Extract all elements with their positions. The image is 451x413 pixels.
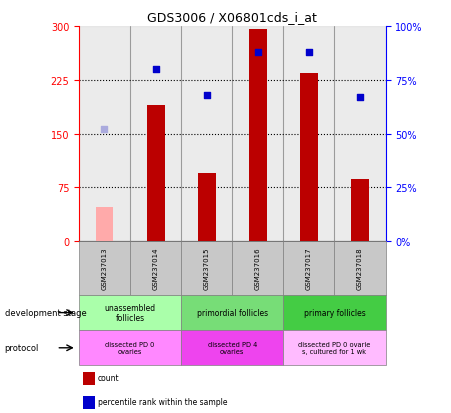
Text: GSM237014: GSM237014 [152,247,159,290]
Text: GSM237018: GSM237018 [357,247,363,290]
Title: GDS3006 / X06801cds_i_at: GDS3006 / X06801cds_i_at [147,11,317,24]
Text: GSM237015: GSM237015 [204,247,210,290]
Bar [283,27,335,242]
Text: protocol: protocol [5,344,39,352]
Text: dissected PD 0 ovarie
s, cultured for 1 wk: dissected PD 0 ovarie s, cultured for 1 … [298,342,371,354]
Bar [198,173,216,242]
Text: GSM237016: GSM237016 [255,247,261,290]
Bar [300,74,318,242]
Bar [351,179,369,242]
Bar [335,27,386,242]
Text: primary follicles: primary follicles [304,309,365,317]
Text: dissected PD 4
ovaries: dissected PD 4 ovaries [207,342,257,354]
Bar [181,27,232,242]
Point [254,49,262,56]
Point [356,95,364,101]
Text: GSM237017: GSM237017 [306,247,312,290]
Bar [79,27,130,242]
Text: dissected PD 0
ovaries: dissected PD 0 ovaries [106,342,155,354]
Bar [130,27,181,242]
Text: percentile rank within the sample: percentile rank within the sample [98,397,227,406]
Text: development stage: development stage [5,309,86,317]
Bar [147,106,165,242]
Text: unassembled
follicles: unassembled follicles [105,303,156,323]
Point [101,127,108,133]
Point [203,92,210,99]
Text: GSM237013: GSM237013 [101,247,107,290]
Text: primordial follicles: primordial follicles [197,309,268,317]
Point [152,66,159,73]
Bar [249,31,267,242]
Text: count: count [98,373,120,382]
Bar [96,207,113,242]
Point [305,49,313,56]
Bar [232,27,283,242]
